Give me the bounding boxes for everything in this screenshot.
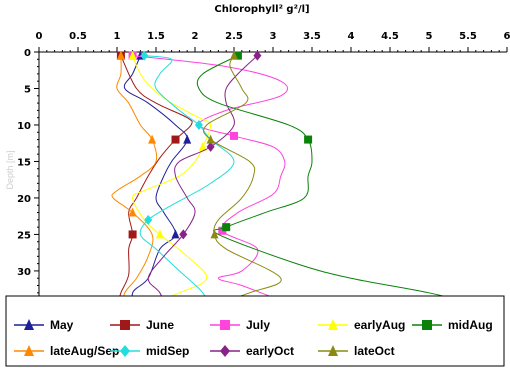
series-line-earlyoct — [147, 55, 258, 312]
x-tick-label: 5.5 — [459, 31, 477, 42]
data-point — [230, 131, 238, 140]
data-point — [179, 229, 188, 240]
data-point — [171, 135, 180, 144]
x-tick-label: 4.5 — [381, 31, 399, 42]
data-point — [128, 207, 137, 217]
legend-label: July — [246, 318, 270, 332]
legend-item-midaug: midAug — [412, 318, 493, 332]
y-tick-label: 25 — [17, 230, 31, 241]
legend-marker — [422, 320, 432, 330]
data-point — [222, 223, 231, 232]
legend-label: midSep — [146, 344, 189, 358]
legend-marker — [120, 320, 130, 330]
legend-label: earlyOct — [246, 344, 294, 358]
series-lateoct — [202, 50, 282, 316]
x-tick-label: 6 — [504, 31, 510, 42]
legend-marker — [24, 345, 34, 356]
legend-marker — [328, 345, 338, 356]
series-line-june — [116, 55, 193, 308]
series-line-midsep — [139, 55, 235, 312]
data-point — [210, 229, 219, 239]
x-tick-label: 3 — [270, 31, 277, 42]
series-july — [128, 51, 313, 312]
y-tick-label: 5 — [24, 84, 31, 95]
y-axis: 05101520253035 — [17, 48, 40, 323]
x-axis: 0 0.5 1 1.5 2 2.5 3 3.5 4 4.5 5 5.5 6 — [36, 31, 510, 53]
data-point — [128, 230, 137, 239]
legend-label: lateAug/Sep — [50, 344, 119, 358]
x-tick-label: 3.5 — [303, 31, 321, 42]
data-point — [148, 134, 157, 144]
legend-label: earlyAug — [354, 318, 405, 332]
legend-marker — [220, 345, 230, 357]
legend-item-june: June — [110, 318, 174, 332]
x-tick-label: 4 — [348, 31, 355, 42]
y-axis-label: Depth [m] — [5, 150, 15, 189]
legend-item-july: July — [210, 318, 270, 332]
data-point — [128, 50, 137, 60]
y-tick-label: 0 — [24, 48, 31, 59]
legend-marker — [220, 320, 230, 330]
y-tick-label: 30 — [17, 267, 31, 278]
x-tick-label: 0.5 — [69, 31, 87, 42]
y-tick-label: 20 — [17, 194, 31, 205]
legend-item-earlyoct: earlyOct — [210, 344, 294, 358]
data-point — [116, 50, 125, 60]
legend: May June July earlyAug midAug lateAug/Sep midS… — [14, 318, 493, 358]
series-line-lateaug-sep — [111, 55, 158, 312]
series-line-may — [123, 55, 188, 312]
legend-marker — [120, 345, 130, 357]
series-earlyaug — [116, 50, 212, 316]
data-point — [304, 135, 313, 144]
data-point — [171, 229, 180, 239]
data-point — [183, 134, 192, 144]
x-tick-label: 1 — [114, 31, 121, 42]
data-point — [194, 119, 203, 130]
series-line-earlyaug — [120, 55, 212, 312]
legend-marker — [328, 319, 338, 330]
data-point — [206, 134, 215, 144]
data-point — [233, 51, 242, 60]
legend-label: lateOct — [354, 344, 395, 358]
series-line-midaug — [196, 55, 488, 308]
chart-title: Chlorophyll² g²/l] — [214, 4, 309, 15]
legend-box — [5, 295, 505, 367]
data-point — [198, 141, 207, 151]
legend-label: May — [50, 318, 74, 332]
legend-item-lateaug-sep: lateAug/Sep — [14, 344, 119, 358]
series-group — [111, 50, 492, 317]
legend-item-earlyaug: earlyAug — [318, 318, 405, 332]
data-point — [144, 214, 153, 225]
data-point — [140, 50, 149, 61]
series-line-july — [132, 55, 309, 308]
legend-item-midsep: midSep — [110, 344, 189, 358]
legend-label: June — [146, 318, 174, 332]
x-tick-label: 0 — [36, 31, 43, 42]
series-earlyoct — [147, 50, 262, 317]
y-tick-label: 15 — [17, 157, 31, 168]
legend-item-lateoct: lateOct — [318, 344, 395, 358]
legend-label: midAug — [448, 318, 493, 332]
x-tick-label: 2.5 — [225, 31, 243, 42]
data-point — [253, 50, 262, 61]
x-tick-label: 1.5 — [147, 31, 165, 42]
x-tick-label: 5 — [426, 31, 433, 42]
series-line-lateoct — [202, 55, 282, 312]
data-point — [230, 50, 238, 60]
x-tick-label: 2 — [192, 31, 199, 42]
legend-item-may: May — [14, 318, 74, 332]
data-point — [155, 229, 164, 239]
series-midaug — [196, 51, 492, 312]
y-tick-label: 10 — [17, 121, 31, 132]
data-point — [206, 141, 215, 152]
legend-marker — [24, 319, 34, 330]
